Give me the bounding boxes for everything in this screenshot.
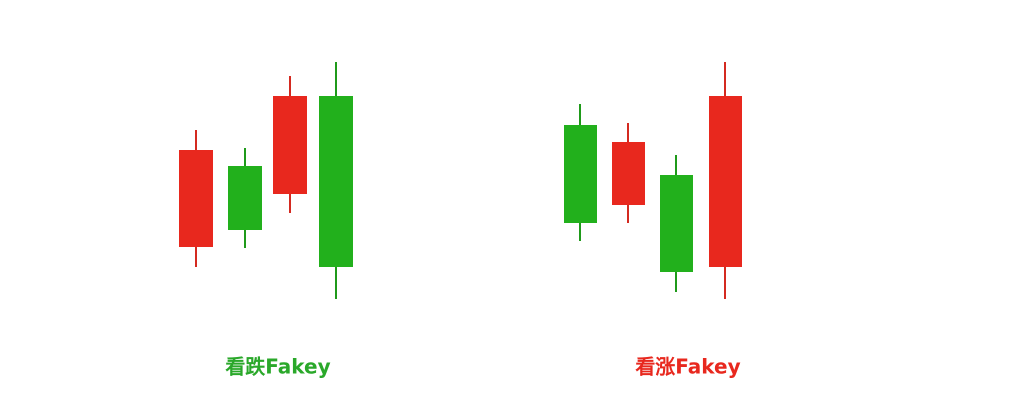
green-candle xyxy=(228,166,262,230)
red-candle xyxy=(612,142,645,205)
green-candle xyxy=(660,175,693,272)
green-candle xyxy=(564,125,597,223)
bullish-fakey-pattern xyxy=(564,62,742,299)
red-candle xyxy=(179,150,213,247)
green-candle xyxy=(319,96,353,267)
bearish-label: 看跌Fakey xyxy=(225,355,330,379)
red-candle xyxy=(273,96,307,194)
red-candle xyxy=(709,96,742,267)
bullish-label: 看涨Fakey xyxy=(635,355,740,379)
bearish-fakey-pattern xyxy=(179,62,353,299)
